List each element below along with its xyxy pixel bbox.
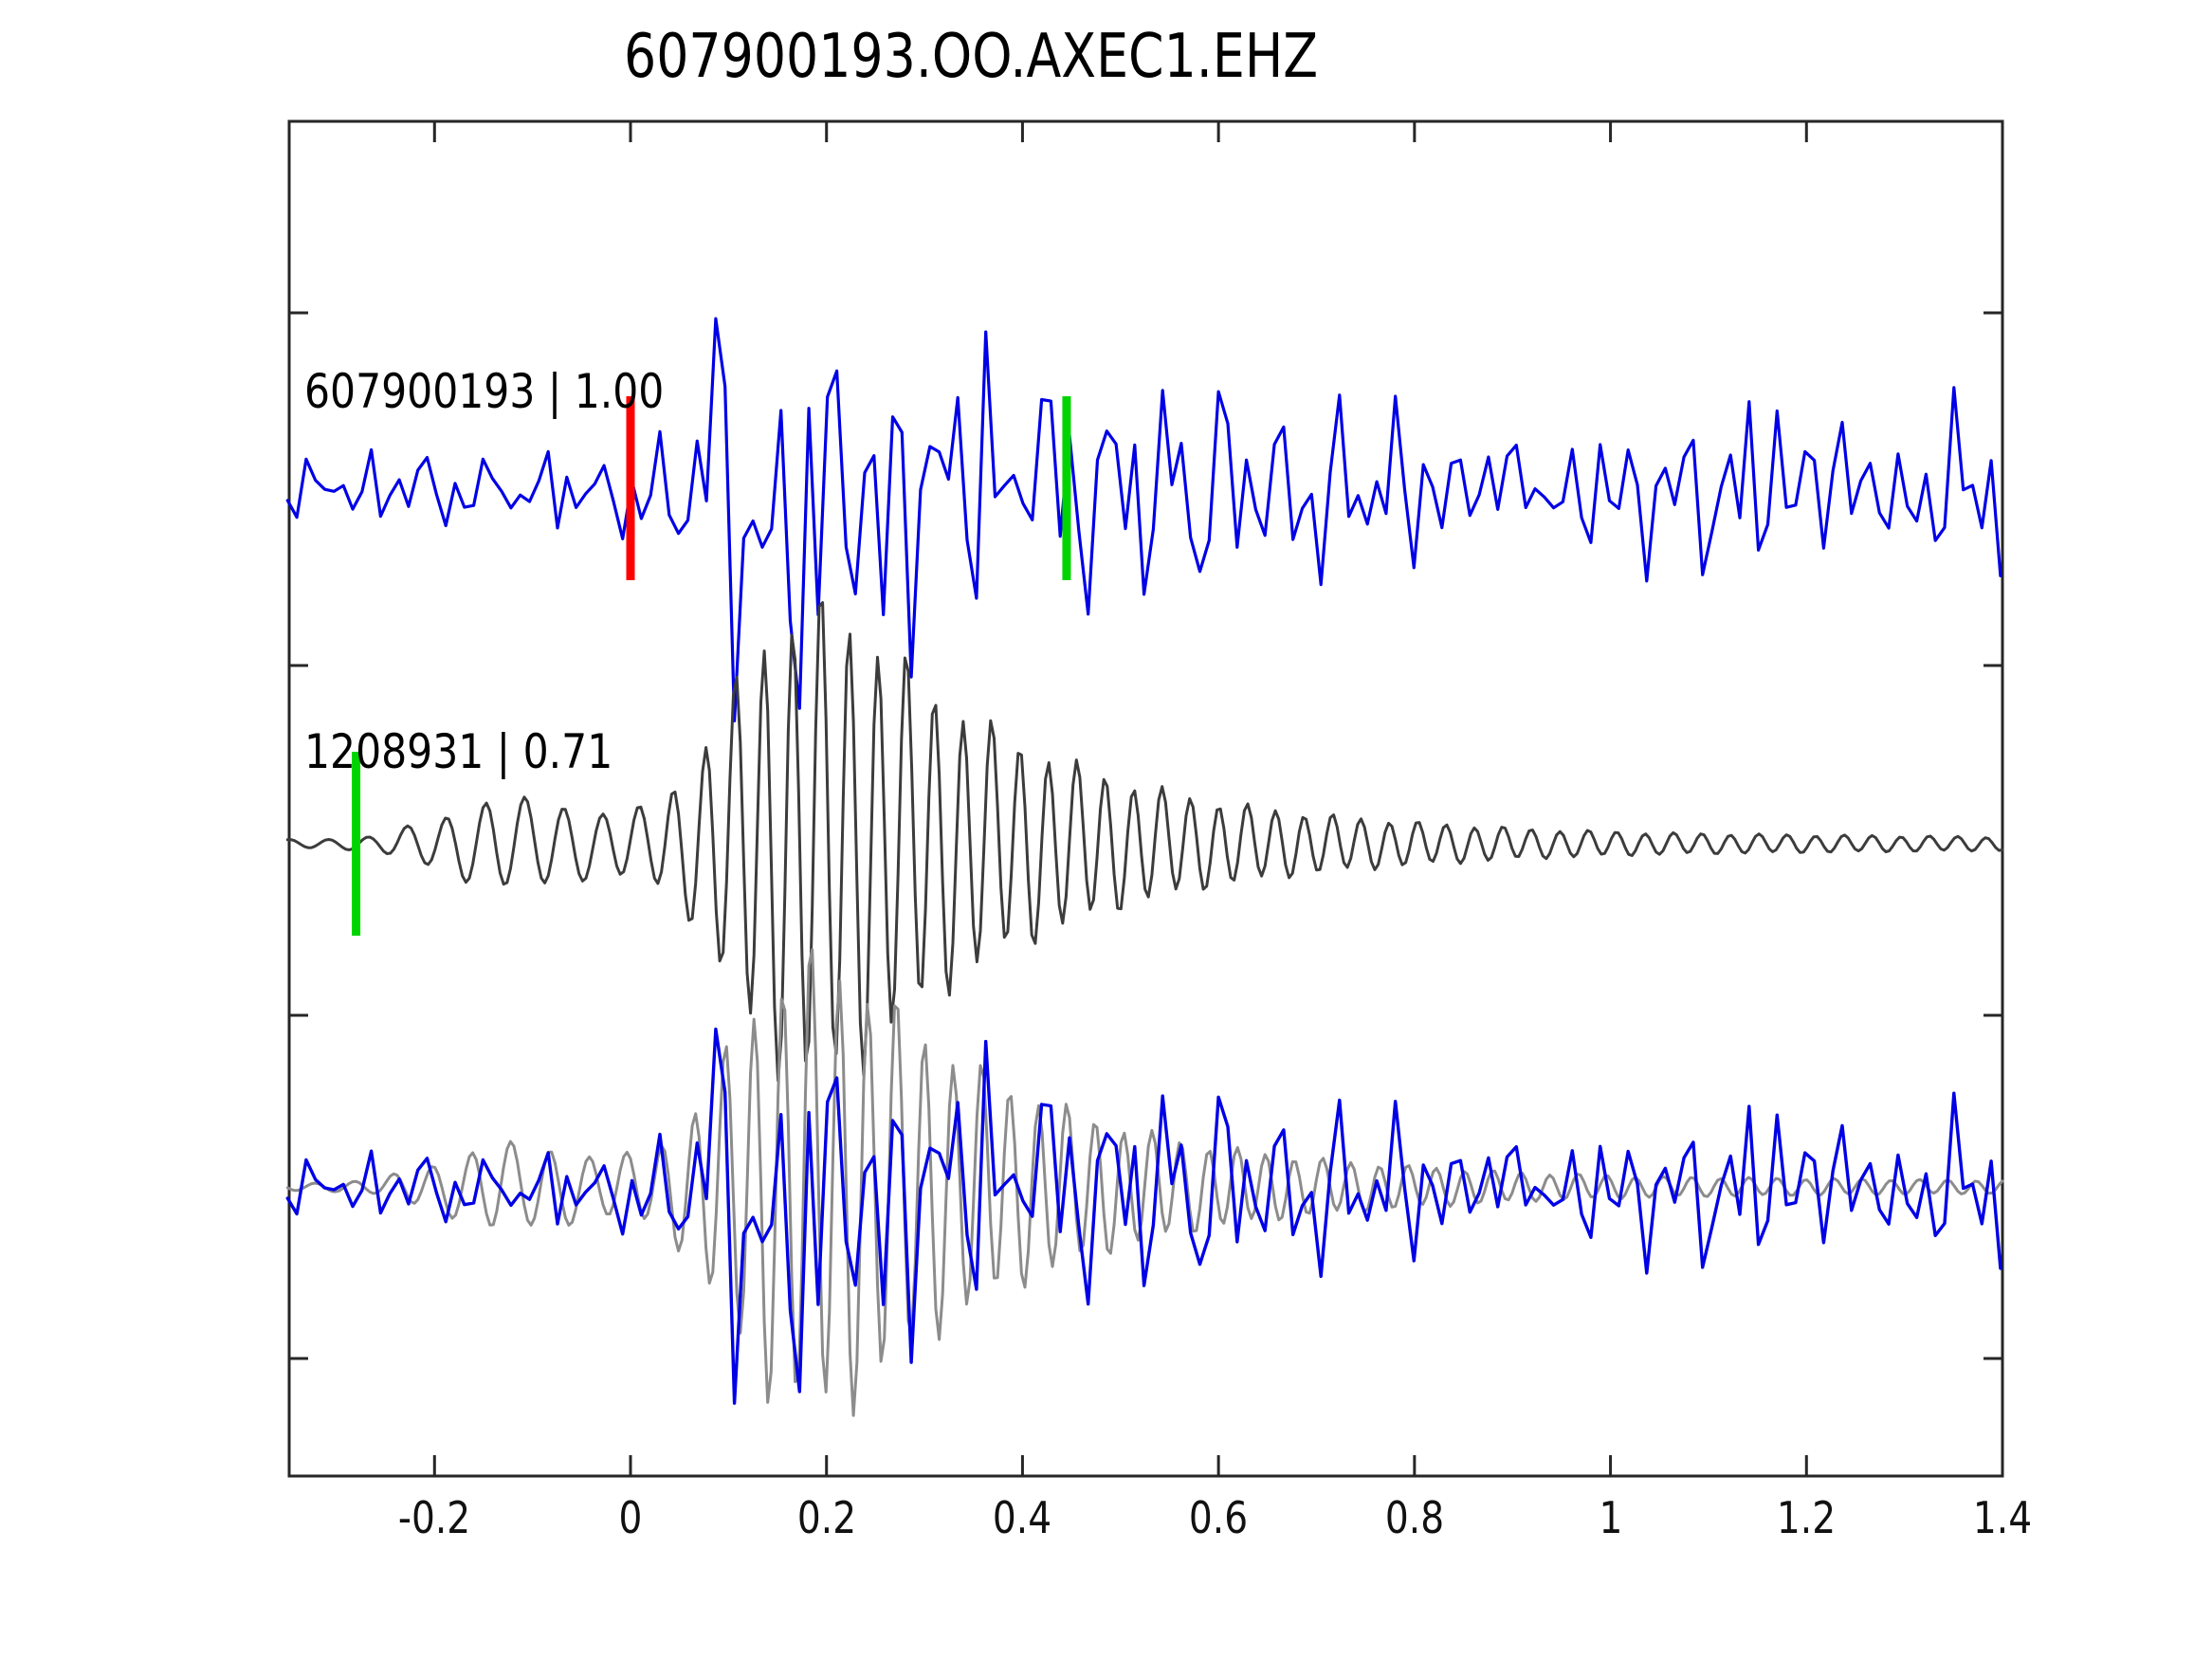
plot-border <box>287 119 2004 1478</box>
x-tick-label: 1.2 <box>1776 1492 1837 1543</box>
event-607900193-waveform <box>285 317 2002 723</box>
trace-label-top: 607900193 | 1.00 <box>304 364 665 419</box>
x-tick-label: 0 <box>618 1492 643 1543</box>
x-tick-label: 0.6 <box>1188 1492 1249 1543</box>
pick-marker-green-top <box>1062 396 1071 580</box>
x-tick-label: 1.4 <box>1972 1492 2033 1543</box>
x-tick-label: 0.2 <box>796 1492 857 1543</box>
pick-marker-red <box>626 396 635 580</box>
x-tick-label: -0.2 <box>397 1492 471 1543</box>
x-tick-label: 1 <box>1599 1492 1623 1543</box>
overlay-607900193-waveform <box>285 1027 2002 1405</box>
overlay-1208931-waveform <box>285 948 2004 1417</box>
event-1208931-waveform <box>285 601 2004 1083</box>
x-tick-label: 0.8 <box>1384 1492 1445 1543</box>
pick-marker-green-middle <box>352 752 361 936</box>
trace-label-middle: 1208931 | 0.71 <box>304 724 613 779</box>
chart-title: 607900193.OO.AXEC1.EHZ <box>624 22 1319 92</box>
x-tick-label: 0.4 <box>992 1492 1052 1543</box>
